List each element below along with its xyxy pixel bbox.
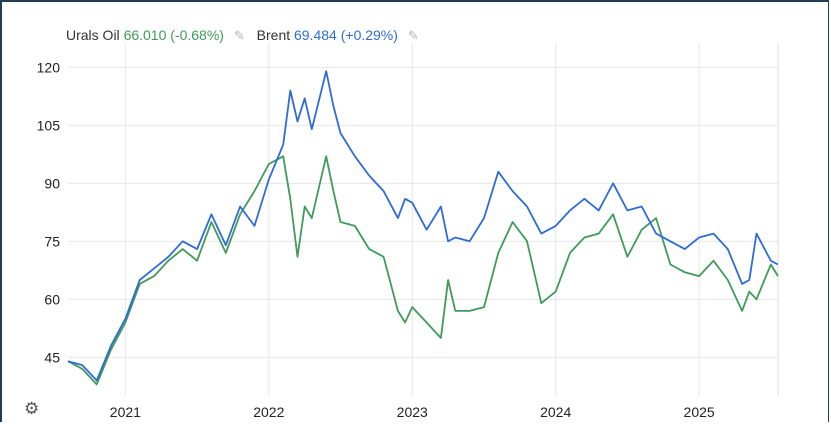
- series-line-brent: [67, 70, 779, 382]
- pencil-icon[interactable]: ✎: [233, 28, 245, 43]
- legend-brent-name[interactable]: Brent: [256, 27, 291, 43]
- x-tick-label: 2023: [397, 404, 428, 420]
- y-tick-label: 60: [44, 291, 60, 307]
- y-tick-label: 120: [37, 59, 61, 75]
- series-line-urals: [67, 155, 779, 386]
- x-tick-label: 2025: [684, 404, 715, 420]
- pencil-icon[interactable]: ✎: [407, 28, 419, 43]
- x-tick-label: 2022: [253, 404, 284, 420]
- y-tick-label: 45: [44, 349, 60, 365]
- y-tick-label: 105: [37, 117, 61, 133]
- x-tick-label: 2024: [540, 404, 571, 420]
- chart-legend: Urals Oil 66.010 (-0.68%) ✎ Brent 69.484…: [66, 27, 427, 44]
- legend-urals-value: 66.010 (-0.68%): [123, 27, 224, 43]
- legend-brent-value: 69.484 (+0.29%): [294, 27, 398, 43]
- gear-icon[interactable]: ⚙: [24, 399, 40, 418]
- legend-urals-name[interactable]: Urals Oil: [66, 27, 120, 43]
- y-tick-label: 75: [44, 233, 60, 249]
- y-tick-label: 90: [44, 175, 60, 191]
- x-tick-label: 2021: [110, 404, 141, 420]
